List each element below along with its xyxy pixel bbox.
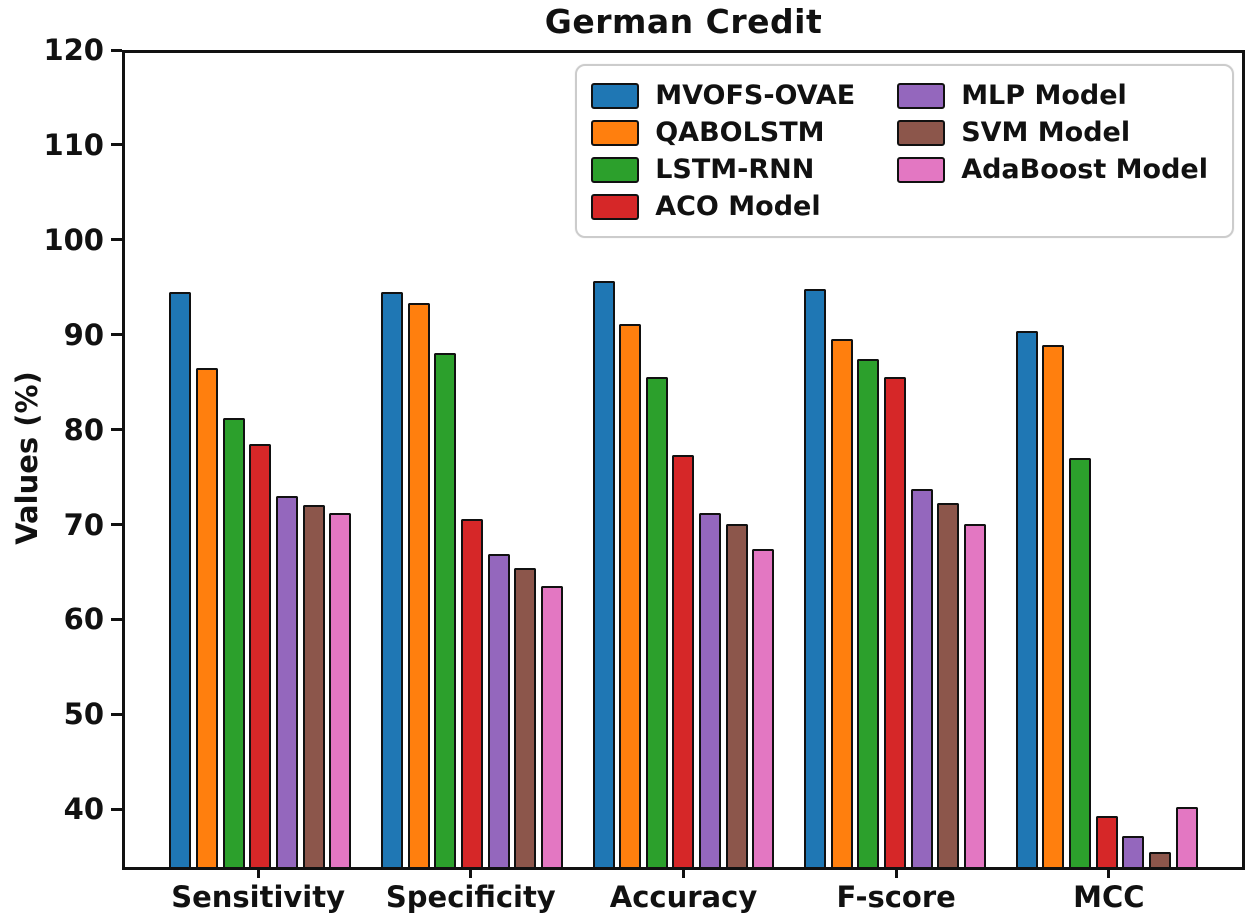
bar-aco-model-accuracy xyxy=(672,455,695,867)
legend-item-qabolstm: QABOLSTM xyxy=(591,117,861,148)
legend-item-adaboost-model: AdaBoost Model xyxy=(897,154,1214,185)
bar-svm-model-mcc xyxy=(1148,851,1171,867)
bar-group-sensitivity xyxy=(169,53,352,867)
bar-lstm-rnn-specificity xyxy=(434,352,457,867)
x-tick-label-mcc: MCC xyxy=(1073,880,1145,914)
bar-qabolstm-sensitivity xyxy=(196,367,219,867)
y-tick-mark-80 xyxy=(111,428,122,432)
y-tick-mark-100 xyxy=(111,238,122,242)
y-tick-label-70: 70 xyxy=(63,507,104,542)
bar-svm-model-specificity xyxy=(514,568,537,867)
legend-label: SVM Model xyxy=(961,117,1131,148)
bar-mlp-model-f-score xyxy=(910,489,933,867)
legend-swatch-icon xyxy=(591,193,640,220)
y-tick-label-50: 50 xyxy=(63,697,104,732)
bar-adaboost-model-specificity xyxy=(540,586,563,867)
legend-label: LSTM-RNN xyxy=(655,154,815,185)
y-tick-label-80: 80 xyxy=(63,412,104,447)
x-tick-mark-sensitivity xyxy=(256,868,260,878)
bar-mvofs-ovae-sensitivity xyxy=(169,292,192,867)
bar-adaboost-model-mcc xyxy=(1175,806,1198,867)
legend-label: ACO Model xyxy=(655,191,821,222)
x-tick-mark-f-score xyxy=(894,868,898,878)
bar-aco-model-sensitivity xyxy=(249,443,272,867)
bar-adaboost-model-sensitivity xyxy=(329,512,352,867)
x-tick-label-accuracy: Accuracy xyxy=(609,880,758,914)
y-tick-mark-40 xyxy=(111,807,122,811)
x-tick-label-f-score: F-score xyxy=(836,880,956,914)
y-tick-label-100: 100 xyxy=(43,222,104,257)
y-tick-label-60: 60 xyxy=(63,602,104,637)
bar-mvofs-ovae-mcc xyxy=(1015,330,1038,867)
bar-aco-model-specificity xyxy=(460,519,483,867)
legend-label: MLP Model xyxy=(961,80,1127,111)
bar-qabolstm-specificity xyxy=(407,302,430,867)
y-tick-mark-90 xyxy=(111,333,122,337)
chart-title: German Credit xyxy=(544,2,823,41)
bar-mlp-model-accuracy xyxy=(699,512,722,867)
y-tick-label-120: 120 xyxy=(43,33,104,67)
bar-lstm-rnn-mcc xyxy=(1068,458,1091,867)
legend-item-aco-model: ACO Model xyxy=(591,191,861,222)
bar-mlp-model-mcc xyxy=(1122,835,1145,867)
bar-group-f-score xyxy=(804,53,986,867)
y-tick-mark-70 xyxy=(111,523,122,527)
legend-item-mvofs-ovae: MVOFS-OVAE xyxy=(591,80,861,111)
legend-label: MVOFS-OVAE xyxy=(655,80,856,111)
legend-swatch-icon xyxy=(897,156,946,183)
plot-area: MVOFS-OVAE QABOLSTM LSTM-RNN ACO Model MLP M… xyxy=(122,50,1245,870)
bar-mvofs-ovae-f-score xyxy=(804,289,827,867)
y-tick-mark-50 xyxy=(111,712,122,716)
bar-group-specificity xyxy=(380,53,563,867)
x-tick-label-sensitivity: Sensitivity xyxy=(171,880,346,914)
legend-swatch-icon xyxy=(591,156,640,183)
y-tick-label-110: 110 xyxy=(43,127,104,162)
legend-swatch-icon xyxy=(897,119,946,146)
legend-label: AdaBoost Model xyxy=(961,154,1208,185)
bar-mvofs-ovae-specificity xyxy=(380,292,403,867)
y-tick-mark-120 xyxy=(111,48,122,52)
bar-adaboost-model-accuracy xyxy=(752,548,775,867)
bar-svm-model-f-score xyxy=(937,503,960,867)
bar-svm-model-accuracy xyxy=(725,524,748,867)
bar-qabolstm-accuracy xyxy=(619,324,642,867)
bar-lstm-rnn-accuracy xyxy=(645,377,668,867)
legend: MVOFS-OVAE QABOLSTM LSTM-RNN ACO Model MLP M… xyxy=(575,64,1234,238)
bar-lstm-rnn-sensitivity xyxy=(222,417,245,867)
legend-item-mlp-model: MLP Model xyxy=(897,80,1214,111)
bar-mvofs-ovae-accuracy xyxy=(592,281,615,867)
bar-qabolstm-f-score xyxy=(830,339,853,867)
bar-qabolstm-mcc xyxy=(1042,345,1065,867)
y-tick-mark-60 xyxy=(111,617,122,621)
bar-aco-model-f-score xyxy=(884,377,907,867)
bar-lstm-rnn-f-score xyxy=(857,359,880,867)
legend-item-svm-model: SVM Model xyxy=(897,117,1214,148)
x-tick-mark-mcc xyxy=(1107,868,1111,878)
bar-adaboost-model-f-score xyxy=(963,524,986,867)
x-tick-mark-accuracy xyxy=(682,868,685,878)
legend-swatch-icon xyxy=(591,119,640,146)
bar-svm-model-sensitivity xyxy=(302,505,325,867)
bar-aco-model-mcc xyxy=(1095,816,1118,867)
y-tick-label-90: 90 xyxy=(63,317,104,352)
legend-label: QABOLSTM xyxy=(655,117,825,148)
bar-mlp-model-sensitivity xyxy=(276,495,299,867)
legend-swatch-icon xyxy=(591,82,640,109)
x-tick-label-specificity: Specificity xyxy=(385,880,556,914)
legend-item-lstm-rnn: LSTM-RNN xyxy=(591,154,861,185)
y-tick-label-40: 40 xyxy=(63,792,104,827)
bar-mlp-model-specificity xyxy=(487,554,510,867)
bar-group-mcc xyxy=(1015,53,1198,867)
y-tick-mark-110 xyxy=(111,143,122,147)
bar-group-accuracy xyxy=(592,53,775,867)
legend-swatch-icon xyxy=(897,82,946,109)
x-tick-mark-specificity xyxy=(469,868,473,878)
